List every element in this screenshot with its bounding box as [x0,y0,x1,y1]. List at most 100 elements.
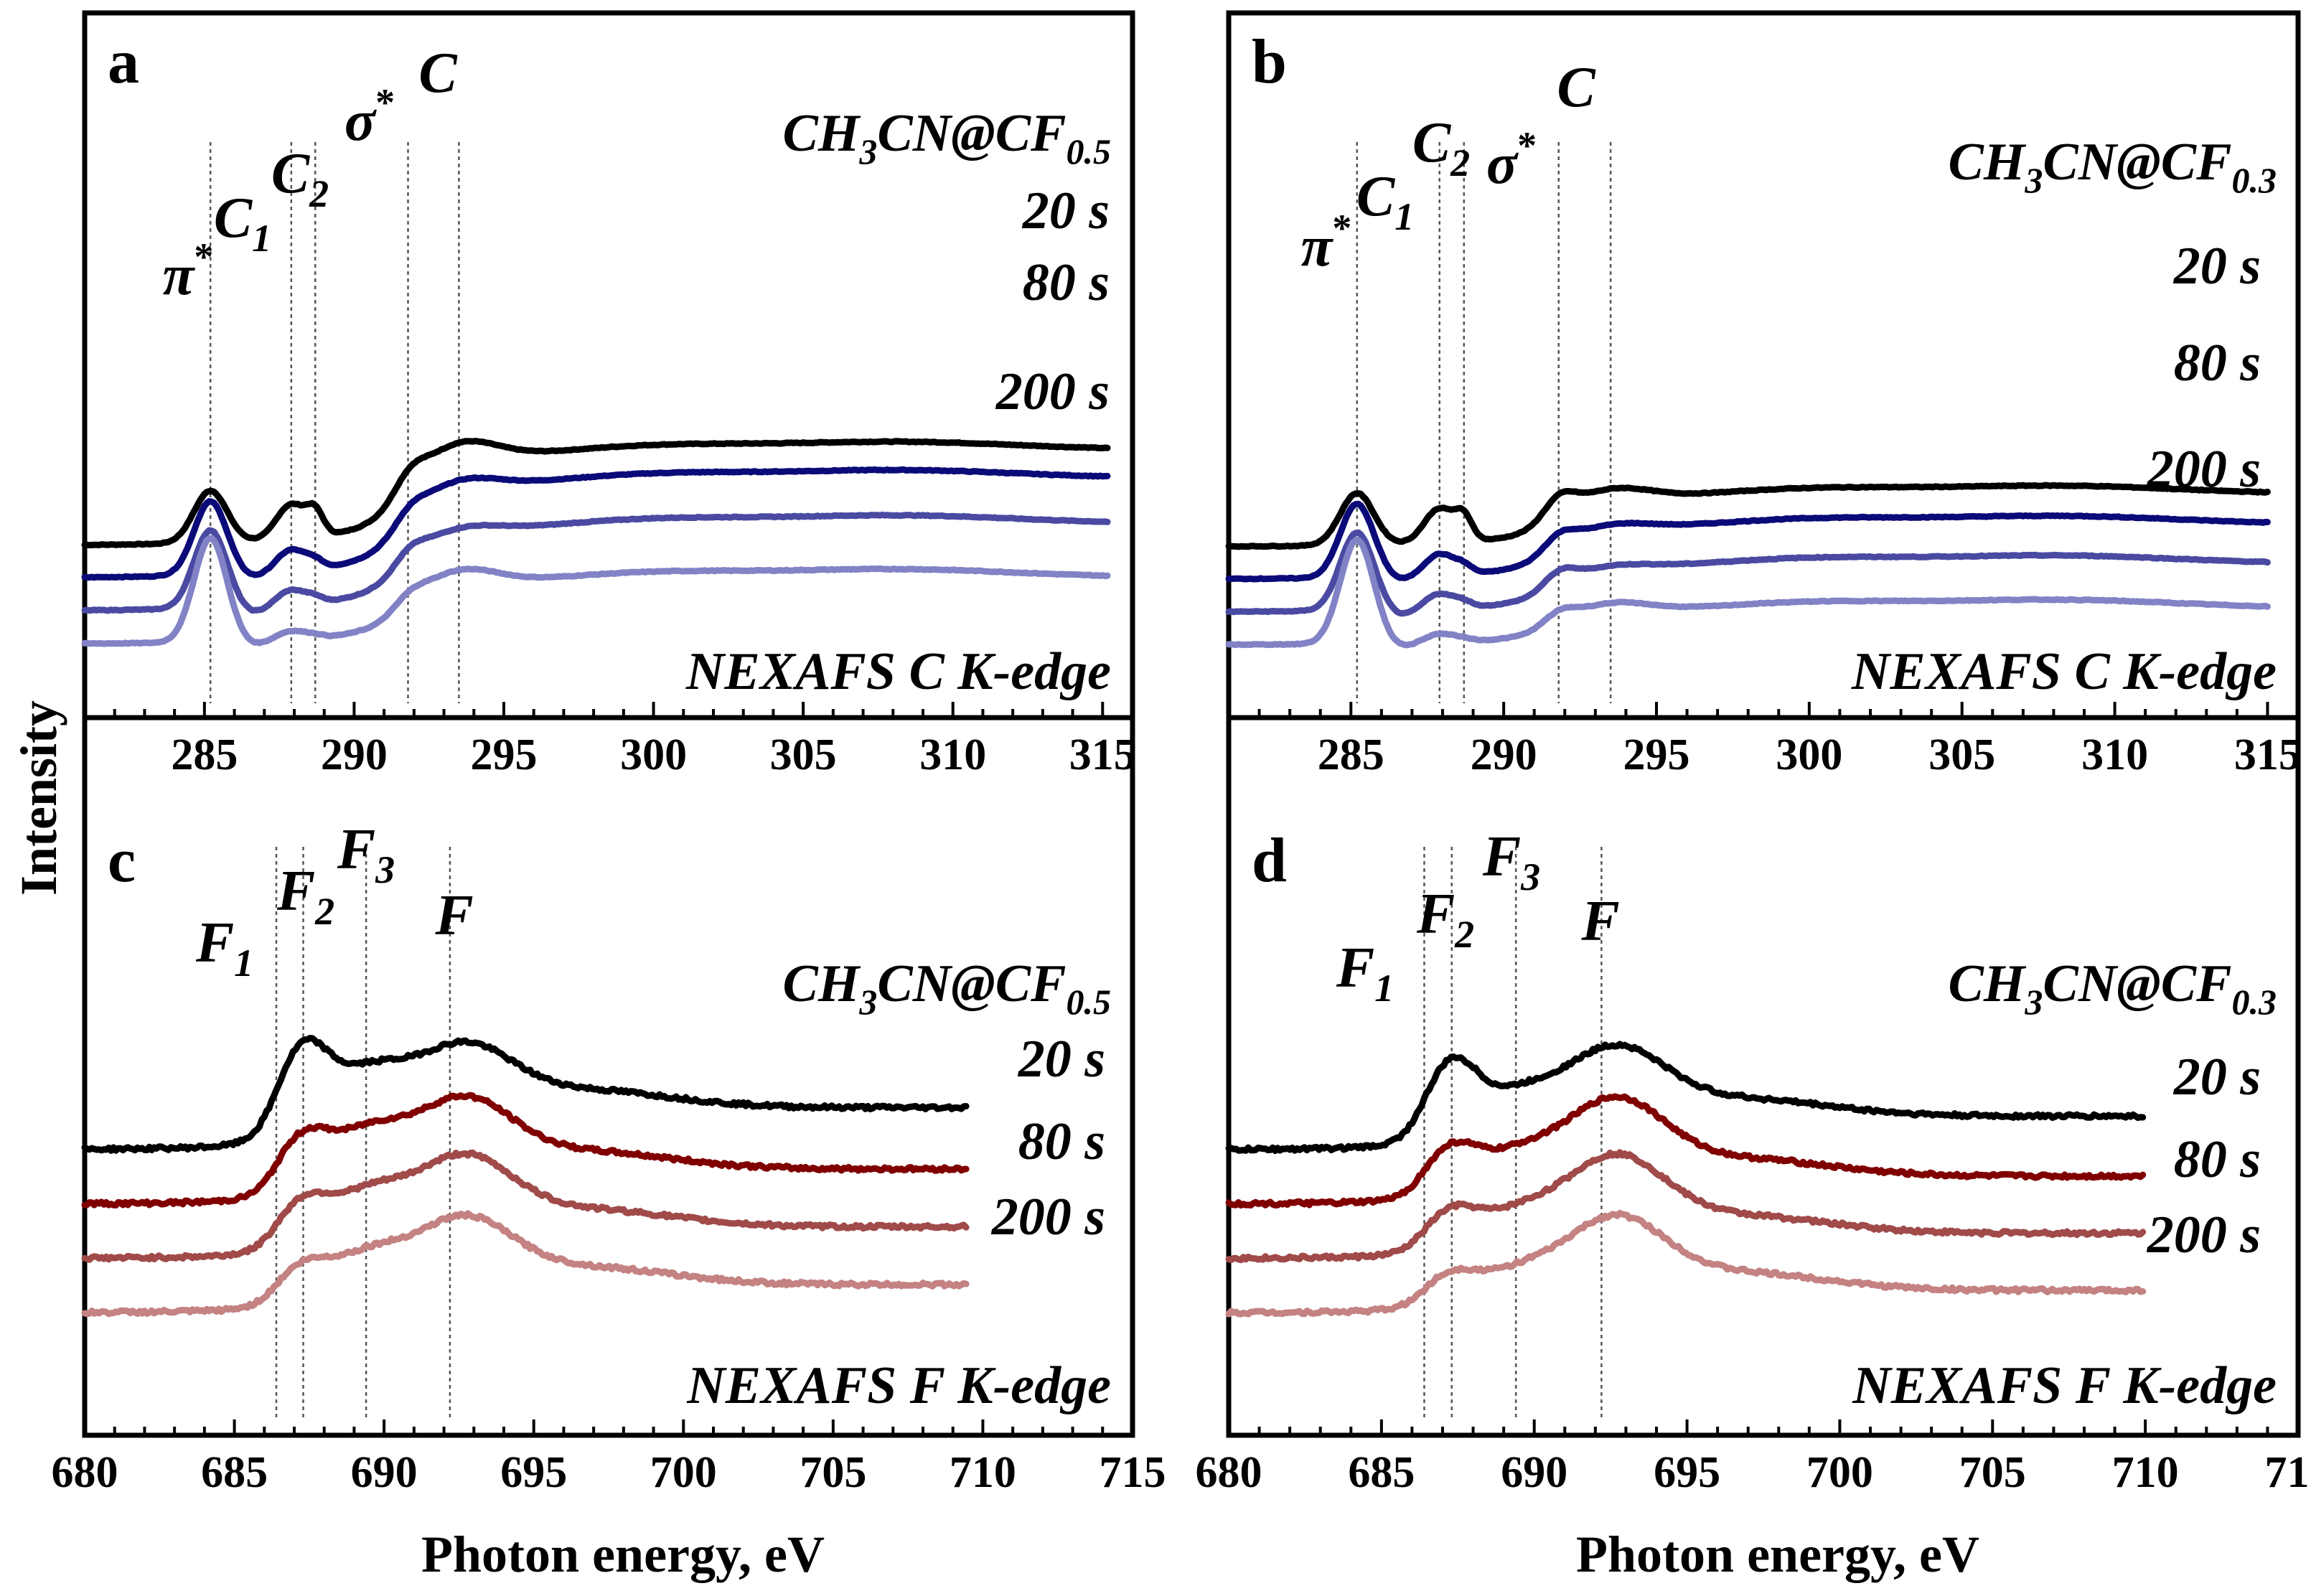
series-label: 20 s [2173,1048,2261,1107]
x-tick-label: 300 [620,731,687,779]
peak-annotation: C1 [1356,165,1414,238]
series-line-2 [1225,500,2271,583]
series-label: 80 s [1023,253,1110,312]
x-tick-label: 680 [52,1448,118,1497]
series-line-4 [81,535,1111,647]
series-label: 80 s [1018,1112,1105,1171]
series-line-1 [81,1035,970,1154]
panel-title: NEXAFS F K-edge [1852,1356,2277,1415]
panel-d: d 680 685 690 695 700 705 710 715 CH3CN@CF0.3 20 s… [1196,715,2311,1583]
y-axis-title: Intensity [10,700,67,896]
peak-annotation: σ* [344,81,395,153]
x-tick-label: 680 [1196,1448,1262,1497]
peak-annotation: σ* [1486,124,1537,196]
x-tick-label: 710 [2112,1448,2179,1497]
series-label: 20 s [2173,237,2261,296]
peak-annotation: F [434,884,473,947]
x-tick-label: 695 [1654,1448,1720,1497]
series-line-1 [1225,482,2271,550]
x-axis-title: Photon energy, eV [421,1526,825,1583]
sample-label: CH3CN@CF0.3 [1948,133,2277,200]
series-label: 200 s [2147,1206,2261,1264]
x-tick-label: 290 [321,731,388,779]
peak-annotation: F2 [1416,883,1474,956]
panels: a 285 290 295 300 305 310 315 CH3CN@CF0.5 20 s 80 … [52,10,2311,1583]
series-label: 80 s [2174,334,2261,393]
peak-annotation: C [1557,56,1596,119]
x-tick-label: 310 [919,731,986,779]
panel-title: NEXAFS C K-edge [1851,642,2277,701]
series-label: 20 s [1022,182,1110,240]
x-tick-label: 715 [1100,1448,1166,1497]
peak-annotation: F [1580,890,1619,953]
series-label: 200 s [2147,440,2261,499]
sample-label: CH3CN@CF0.3 [1948,954,2277,1022]
peak-annotation: C2 [1412,111,1470,184]
series-line-4 [1225,1210,2147,1318]
panel-title: NEXAFS F K-edge [686,1356,1111,1415]
panel-letter: c [108,826,136,896]
series-label: 20 s [1018,1030,1105,1089]
series-line-3 [1225,529,2271,617]
panel-frame [1226,715,2301,1438]
x-tick-label: 690 [1501,1448,1567,1497]
x-tick-label: 285 [1318,731,1384,779]
peak-annotation: π* [1301,207,1352,278]
sample-label: CH3CN@CF0.5 [782,104,1111,172]
x-tick-label: 295 [471,731,538,779]
peak-annotation: π* [163,235,214,307]
peak-annotation: F2 [276,860,334,933]
series-label: 80 s [2174,1130,2261,1189]
x-tick-label: 290 [1471,731,1537,779]
x-tick-label: 300 [1776,731,1842,779]
x-tick-label: 695 [500,1448,567,1497]
x-tick-label: 700 [650,1448,717,1497]
x-tick-label: 310 [2081,731,2148,779]
peak-annotation: F1 [1336,937,1394,1010]
panel-title: NEXAFS C K-edge [685,642,1111,701]
panel-frame [82,715,1135,1438]
x-tick-label: 710 [950,1448,1016,1497]
peak-annotation: C2 [271,142,329,215]
x-tick-label: 285 [171,731,238,779]
series-line-4 [1225,537,2271,649]
panel-a: a 285 290 295 300 305 310 315 CH3CN@CF0.5 20 s 80 … [81,10,1136,779]
peak-annotation: F3 [337,818,395,891]
panel-letter: b [1252,27,1287,97]
peak-annotation: F3 [1482,825,1540,898]
series-line-1 [1225,1041,2147,1155]
x-tick-label: 295 [1623,731,1690,779]
peak-annotation: C [418,42,458,105]
x-tick-label: 705 [1959,1448,2026,1497]
x-axis-title: Photon energy, eV [1576,1526,1979,1583]
x-tick-label: 715 [2265,1448,2311,1497]
series-line-3 [81,511,1111,614]
series-line-2 [81,1092,970,1208]
sample-label: CH3CN@CF0.5 [782,954,1111,1022]
panel-c: c 680 685 690 695 700 705 710 715 CH3CN@CF0.5 20 s… [52,715,1166,1583]
x-tick-label: 305 [770,731,837,779]
series-line-1 [81,438,1111,549]
x-tick-label: 700 [1806,1448,1873,1497]
series-line-4 [81,1210,970,1318]
series-line-3 [81,1149,970,1263]
series-label: 200 s [995,362,1110,421]
panel-letter: d [1252,826,1287,896]
panel-b: b 285 290 295 300 305 310 315 CH3CN@CF0.3 20 s 80 … [1225,10,2301,779]
series-label: 200 s [991,1188,1105,1247]
series-line-3 [1225,1149,2147,1264]
peak-annotation: F1 [195,911,253,985]
x-tick-label: 685 [1348,1448,1415,1497]
x-tick-label: 305 [1928,731,1995,779]
x-tick-label: 690 [351,1448,418,1497]
peak-annotation: C1 [214,187,271,260]
x-tick-label: 315 [2234,731,2301,779]
x-tick-label: 685 [201,1448,268,1497]
series-line-2 [1225,1093,2147,1209]
x-tick-label: 315 [1069,731,1136,779]
series-line-2 [81,466,1111,581]
panel-frame [1226,10,2301,720]
panel-letter: a [108,27,139,97]
x-tick-label: 705 [800,1448,866,1497]
